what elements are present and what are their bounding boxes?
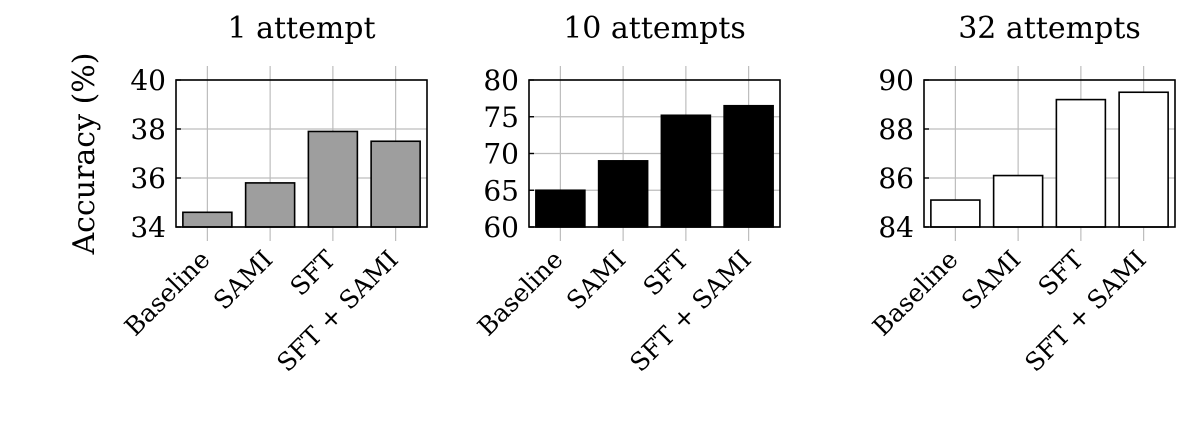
bar-sami <box>992 174 1044 228</box>
x-tick-label: Baseline <box>119 245 216 342</box>
x-tick-label: Baseline <box>867 245 964 342</box>
chart-title: 10 attempts <box>563 11 746 46</box>
y-tick-label: 90 <box>878 64 914 97</box>
bar-baseline <box>182 211 233 228</box>
y-tick-label: 60 <box>483 211 519 244</box>
y-tick-label: 36 <box>130 162 166 195</box>
x-tick-label: SFT <box>284 245 341 302</box>
y-tick-label: 40 <box>130 64 166 97</box>
y-tick-label: 75 <box>483 101 519 134</box>
chart-title: 32 attempts <box>958 11 1141 46</box>
bar-sami <box>244 182 296 228</box>
bar-sft-sami <box>370 140 421 228</box>
y-axis-label: Accuracy (%) <box>67 52 102 255</box>
y-tick-label: 88 <box>878 113 914 146</box>
y-tick-label: 38 <box>130 113 166 146</box>
bar-sft <box>1055 98 1107 228</box>
x-tick-label: Baseline <box>472 245 569 342</box>
bar-sami <box>597 160 649 228</box>
bar-sft-sami <box>723 104 774 228</box>
y-tick-label: 34 <box>130 211 166 244</box>
y-tick-label: 84 <box>878 211 914 244</box>
bar-sft <box>307 130 359 228</box>
x-tick-label: SAMI <box>956 245 1026 315</box>
y-tick-label: 70 <box>483 138 519 171</box>
bar-sft-sami <box>1118 91 1169 228</box>
y-tick-label: 80 <box>483 64 519 97</box>
x-tick-label: SAMI <box>561 245 631 315</box>
chart-title: 1 attempt <box>227 11 375 46</box>
plot-frame <box>175 79 428 228</box>
y-tick-label: 86 <box>878 162 914 195</box>
bar-baseline <box>930 199 981 228</box>
x-tick-label: SAMI <box>208 245 278 315</box>
bar-baseline <box>535 189 586 228</box>
plot-frame <box>923 79 1176 228</box>
y-tick-label: 65 <box>483 174 519 207</box>
x-tick-label: SFT <box>1032 245 1089 302</box>
x-tick-label: SFT <box>637 245 694 302</box>
bar-sft <box>660 114 712 228</box>
